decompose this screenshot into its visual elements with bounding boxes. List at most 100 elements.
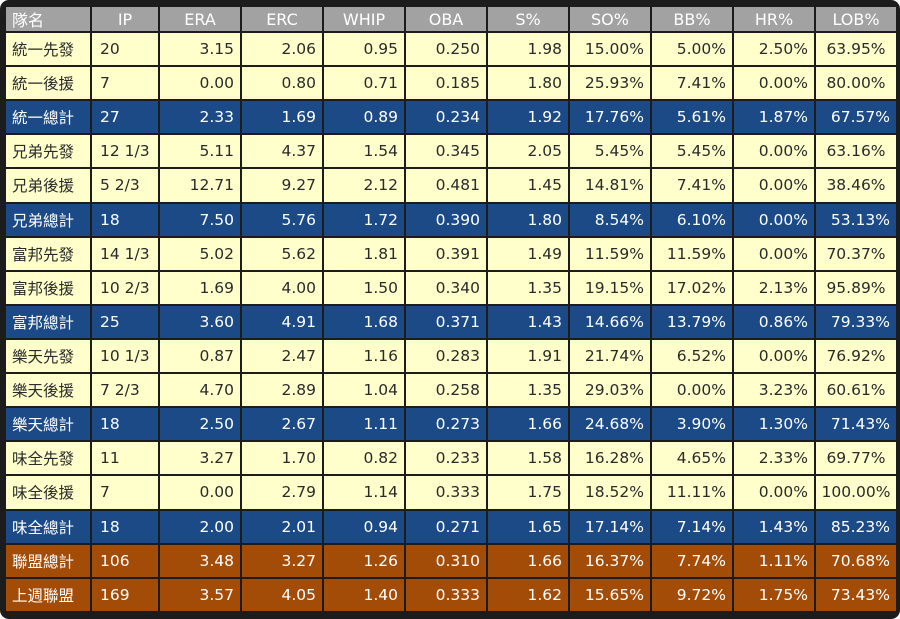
cell-lob-pct: 63.16% xyxy=(816,135,896,168)
cell-s-pct: 1.66 xyxy=(488,544,568,577)
cell-so-pct: 5.45% xyxy=(570,135,650,168)
cell-oba: 0.271 xyxy=(406,510,486,543)
cell-era: 2.50 xyxy=(160,408,240,441)
cell-so-pct: 21.74% xyxy=(570,339,650,373)
cell-era: 3.27 xyxy=(160,442,240,475)
cell-hr-pct: 0.00% xyxy=(734,476,814,509)
cell-s-pct: 1.35 xyxy=(488,271,568,304)
cell-lob-pct: 79.33% xyxy=(816,305,896,338)
cell-oba: 0.233 xyxy=(406,442,486,475)
cell-oba: 0.333 xyxy=(406,578,486,611)
cell-so-pct: 14.81% xyxy=(570,169,650,202)
cell-s-pct: 1.92 xyxy=(488,101,568,134)
header-hr-pct: HR% xyxy=(734,7,814,31)
cell-bb-pct: 5.00% xyxy=(652,33,732,66)
table-row: 富邦後援 10 2/3 1.69 4.00 1.50 0.340 1.35 19.15% 17.… xyxy=(6,271,896,304)
table-row: 味全後援 7 0.00 2.79 1.14 0.333 1.75 18.52% 11.11% 0.… xyxy=(6,476,896,509)
cell-hr-pct: 2.13% xyxy=(734,271,814,304)
table-row: 味全總計 18 2.00 2.01 0.94 0.271 1.65 17.14% 7.14% 1.… xyxy=(6,510,896,543)
table-row: 富邦總計 25 3.60 4.91 1.68 0.371 1.43 14.66% 13.79% 0… xyxy=(6,305,896,338)
cell-whip: 2.12 xyxy=(324,169,404,202)
table-row: 味全先發 11 3.27 1.70 0.82 0.233 1.58 16.28% 4.65% 2.… xyxy=(6,442,896,475)
cell-whip: 1.54 xyxy=(324,135,404,168)
cell-hr-pct: 2.50% xyxy=(734,33,814,66)
cell-s-pct: 1.80 xyxy=(488,67,568,100)
cell-bb-pct: 6.10% xyxy=(652,203,732,236)
cell-lob-pct: 71.43% xyxy=(816,408,896,441)
table-row: 富邦先發 14 1/3 5.02 5.62 1.81 0.391 1.49 11.59% 11.… xyxy=(6,237,896,270)
cell-era: 0.87 xyxy=(160,339,240,373)
cell-so-pct: 14.66% xyxy=(570,305,650,338)
cell-erc: 2.47 xyxy=(242,339,322,373)
cell-so-pct: 25.93% xyxy=(570,67,650,100)
cell-whip: 1.14 xyxy=(324,476,404,509)
cell-ip: 14 1/3 xyxy=(92,237,158,270)
cell-era: 12.71 xyxy=(160,169,240,202)
cell-bb-pct: 17.02% xyxy=(652,271,732,304)
cell-hr-pct: 0.00% xyxy=(734,169,814,202)
header-whip: WHIP xyxy=(324,7,404,31)
cell-ip: 12 1/3 xyxy=(92,135,158,168)
cell-s-pct: 1.91 xyxy=(488,339,568,373)
cell-whip: 1.04 xyxy=(324,374,404,407)
cell-lob-pct: 73.43% xyxy=(816,578,896,611)
cell-hr-pct: 0.00% xyxy=(734,203,814,236)
cell-era: 0.00 xyxy=(160,476,240,509)
cell-bb-pct: 5.45% xyxy=(652,135,732,168)
cell-whip: 1.81 xyxy=(324,237,404,270)
cell-team: 兄弟後援 xyxy=(6,169,90,202)
cell-whip: 0.94 xyxy=(324,510,404,543)
cell-oba: 0.390 xyxy=(406,203,486,236)
cell-erc: 2.89 xyxy=(242,374,322,407)
cell-ip: 10 2/3 xyxy=(92,271,158,304)
cell-erc: 2.01 xyxy=(242,510,322,543)
cell-hr-pct: 0.00% xyxy=(734,67,814,100)
cell-erc: 1.70 xyxy=(242,442,322,475)
cell-lob-pct: 80.00% xyxy=(816,67,896,100)
cell-team: 統一總計 xyxy=(6,101,90,134)
cell-era: 3.15 xyxy=(160,33,240,66)
cell-lob-pct: 67.57% xyxy=(816,101,896,134)
cell-oba: 0.310 xyxy=(406,544,486,577)
cell-era: 5.02 xyxy=(160,237,240,270)
cell-so-pct: 16.28% xyxy=(570,442,650,475)
cell-era: 2.33 xyxy=(160,101,240,134)
cell-era: 3.48 xyxy=(160,544,240,577)
table-row: 聯盟總計 106 3.48 3.27 1.26 0.310 1.66 16.37% 7.74% 1… xyxy=(6,544,896,577)
cell-team: 統一後援 xyxy=(6,67,90,100)
cell-oba: 0.371 xyxy=(406,305,486,338)
cell-team: 樂天後援 xyxy=(6,374,90,407)
cell-whip: 1.50 xyxy=(324,271,404,304)
cell-so-pct: 15.65% xyxy=(570,578,650,611)
cell-ip: 10 1/3 xyxy=(92,339,158,373)
table-row: 統一總計 27 2.33 1.69 0.89 0.234 1.92 17.76% 5.61% 1.… xyxy=(6,101,896,134)
cell-s-pct: 1.58 xyxy=(488,442,568,475)
cell-hr-pct: 0.86% xyxy=(734,305,814,338)
cell-ip: 7 xyxy=(92,67,158,100)
cell-s-pct: 1.66 xyxy=(488,408,568,441)
cell-team: 味全後援 xyxy=(6,476,90,509)
cell-erc: 3.27 xyxy=(242,544,322,577)
cell-oba: 0.345 xyxy=(406,135,486,168)
cell-hr-pct: 2.33% xyxy=(734,442,814,475)
cell-erc: 1.69 xyxy=(242,101,322,134)
cell-erc: 9.27 xyxy=(242,169,322,202)
cell-hr-pct: 1.11% xyxy=(734,544,814,577)
cell-team: 樂天總計 xyxy=(6,408,90,441)
cell-whip: 1.72 xyxy=(324,203,404,236)
cell-ip: 18 xyxy=(92,510,158,543)
cell-bb-pct: 11.11% xyxy=(652,476,732,509)
header-bb-pct: BB% xyxy=(652,7,732,31)
cell-era: 5.11 xyxy=(160,135,240,168)
table-row: 統一後援 7 0.00 0.80 0.71 0.185 1.80 25.93% 7.41% 0.0… xyxy=(6,67,896,100)
table-row: 樂天後援 7 2/3 4.70 2.89 1.04 0.258 1.35 29.03% 0.00… xyxy=(6,374,896,407)
cell-erc: 0.80 xyxy=(242,67,322,100)
cell-ip: 5 2/3 xyxy=(92,169,158,202)
header-so-pct: SO% xyxy=(570,7,650,31)
cell-whip: 0.95 xyxy=(324,33,404,66)
cell-hr-pct: 0.00% xyxy=(734,237,814,270)
cell-erc: 4.91 xyxy=(242,305,322,338)
header-s-pct: S% xyxy=(488,7,568,31)
cell-so-pct: 17.14% xyxy=(570,510,650,543)
header-row: 隊名 IP ERA ERC WHIP OBA S% SO% BB% HR% LO… xyxy=(6,7,896,31)
